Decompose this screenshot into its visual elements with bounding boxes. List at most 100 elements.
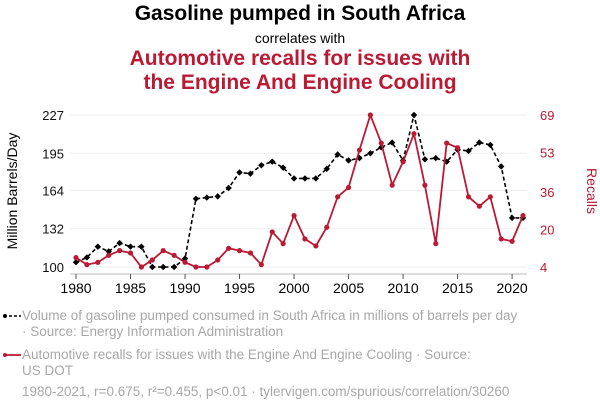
- data-point-recalls: [454, 145, 461, 151]
- data-point-gasoline: [388, 139, 396, 146]
- legend-item-recalls: Automotive recalls for issues with the E…: [3, 347, 522, 379]
- x-tick-label: 1995: [224, 280, 255, 296]
- left-axis-title: Million Barrels/Day: [4, 133, 20, 250]
- x-tick-label: 1980: [60, 280, 91, 296]
- data-point-recalls: [182, 259, 188, 265]
- chart-subtitle: Automotive recalls for issues with the E…: [0, 47, 600, 95]
- data-point-gasoline: [421, 156, 429, 163]
- data-point-recalls: [215, 257, 221, 263]
- data-point-recalls: [313, 243, 319, 249]
- right-tick-label: 36: [540, 185, 554, 200]
- data-point-gasoline: [138, 243, 145, 250]
- data-point-gasoline: [465, 147, 472, 155]
- data-point-recalls: [487, 194, 493, 200]
- data-point-recalls: [247, 250, 254, 256]
- left-tick-label: 195: [42, 146, 64, 161]
- left-tick-label: 132: [42, 222, 64, 237]
- data-point-gasoline: [279, 164, 287, 171]
- data-point-gasoline: [269, 158, 276, 165]
- data-point-gasoline: [258, 162, 265, 169]
- data-point-gasoline: [312, 175, 320, 182]
- data-point-recalls: [476, 203, 482, 209]
- data-point-recalls: [269, 229, 275, 235]
- data-point-gasoline: [170, 263, 178, 271]
- chart-title: Gasoline pumped in South Africa: [134, 2, 466, 25]
- data-point-gasoline: [181, 255, 189, 262]
- data-point-recalls: [226, 245, 232, 251]
- right-tick-label: 69: [540, 108, 554, 123]
- data-point-gasoline: [203, 194, 211, 201]
- data-point-recalls: [280, 241, 286, 247]
- data-point-gasoline: [487, 141, 494, 149]
- x-tick-label: 2000: [278, 280, 309, 296]
- x-axis-ticks: 1980 1985 1990 1995 2000 2005 2010 2015 2020: [60, 280, 527, 296]
- chart-subtitle-line1: Automotive recalls for issues with: [129, 47, 471, 70]
- data-point-gasoline: [290, 175, 298, 182]
- right-tick-label: 4: [540, 260, 547, 275]
- right-tick-label: 53: [540, 145, 554, 160]
- data-point-gasoline: [508, 214, 516, 222]
- x-tick-label: 2020: [497, 280, 528, 296]
- chart-subtitle-line2: the Engine And Engine Cooling: [143, 71, 457, 94]
- data-point-gasoline: [192, 195, 200, 202]
- footer-stats: 1980-2021, r=0.675, r²=0.455, p<0.01 · t…: [22, 384, 510, 399]
- series-gasoline: [72, 111, 527, 271]
- data-point-gasoline: [476, 139, 483, 146]
- data-point-recalls: [465, 194, 472, 200]
- data-point-recalls: [367, 112, 373, 118]
- data-point-recalls: [335, 194, 341, 200]
- legend-source-gasoline: · Source: Energy Information Administrat…: [22, 324, 284, 339]
- x-tick-label: 2010: [387, 280, 418, 296]
- legend-text-recalls: Automotive recalls for issues with the E…: [22, 347, 471, 362]
- data-point-recalls: [95, 259, 101, 265]
- series-line-gasoline: [75, 114, 523, 268]
- data-point-recalls: [193, 264, 199, 270]
- data-point-gasoline: [236, 169, 243, 176]
- legend-symbol-gasoline: [3, 314, 21, 318]
- data-point-recalls: [498, 236, 504, 242]
- data-point-gasoline: [497, 163, 505, 170]
- data-point-gasoline: [149, 263, 156, 271]
- series-recalls: [73, 112, 526, 270]
- data-point-gasoline: [345, 157, 352, 164]
- right-axis-title: Recalls: [584, 168, 600, 214]
- data-point-recalls: [291, 212, 297, 219]
- data-point-recalls: [378, 140, 384, 146]
- data-point-gasoline: [160, 263, 167, 271]
- data-point-recalls: [356, 147, 363, 153]
- right-axis-ticks: 4 20 36 53 69: [540, 108, 554, 275]
- data-point-recalls: [106, 252, 112, 258]
- data-point-recalls: [204, 264, 210, 270]
- data-point-recalls: [422, 182, 428, 188]
- data-point-gasoline: [323, 165, 330, 173]
- data-point-recalls: [258, 262, 264, 268]
- data-point-recalls: [117, 248, 123, 254]
- legend-symbol-recalls: [3, 353, 21, 357]
- data-point-recalls: [127, 250, 134, 256]
- legend-item-gasoline: Volume of gasoline pumped consumed in So…: [3, 308, 582, 340]
- data-point-gasoline: [225, 184, 232, 192]
- data-point-recalls: [73, 255, 79, 261]
- left-tick-label: 100: [42, 260, 64, 275]
- data-point-recalls: [160, 248, 166, 254]
- data-point-gasoline: [127, 243, 134, 250]
- x-tick-label: 1990: [169, 280, 200, 296]
- data-point-recalls: [389, 182, 395, 188]
- data-point-gasoline: [72, 259, 80, 266]
- legend-text-gasoline: Volume of gasoline pumped consumed in So…: [22, 308, 518, 323]
- data-point-gasoline: [247, 170, 254, 177]
- data-point-gasoline: [334, 151, 341, 158]
- x-tick-label: 2005: [333, 280, 364, 296]
- data-point-gasoline: [432, 154, 439, 162]
- data-point-recalls: [302, 236, 308, 242]
- data-point-gasoline: [83, 254, 91, 261]
- data-point-gasoline: [367, 150, 374, 157]
- left-axis-ticks: 100 132 164 195 227: [42, 108, 64, 275]
- data-point-recalls: [444, 140, 450, 146]
- data-point-recalls: [171, 252, 177, 258]
- data-point-recalls: [84, 262, 90, 268]
- grid-lines: [70, 114, 527, 268]
- data-point-gasoline: [94, 243, 102, 250]
- chart-connector: correlates with: [254, 30, 346, 46]
